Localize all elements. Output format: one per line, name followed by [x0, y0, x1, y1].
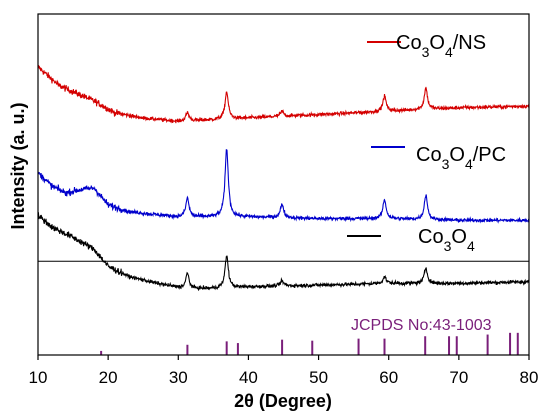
x-tick-label: 40: [239, 368, 258, 387]
x-tick-label: 70: [449, 368, 468, 387]
legend-label: Co3O4/PC: [416, 144, 506, 172]
legend-label: Co3O4/NS: [396, 32, 486, 60]
y-axis-title: Intensity (a. u.): [8, 102, 28, 229]
x-tick-label: 10: [29, 368, 48, 387]
x-axis-title: 2θ (Degree): [234, 391, 332, 411]
x-tick-label: 20: [99, 368, 118, 387]
x-tick-label: 30: [169, 368, 188, 387]
x-tick-label: 80: [520, 368, 539, 387]
reference-label: JCPDS No:43-1003: [351, 317, 492, 334]
series-line-pc: [37, 149, 530, 224]
series-line-ns: [37, 64, 530, 124]
series-line-bare: [37, 212, 530, 292]
x-tick-label: 60: [379, 368, 398, 387]
plot-frame: [37, 13, 530, 356]
legend-label: Co3O4: [418, 226, 475, 254]
x-tick-label: 50: [309, 368, 328, 387]
